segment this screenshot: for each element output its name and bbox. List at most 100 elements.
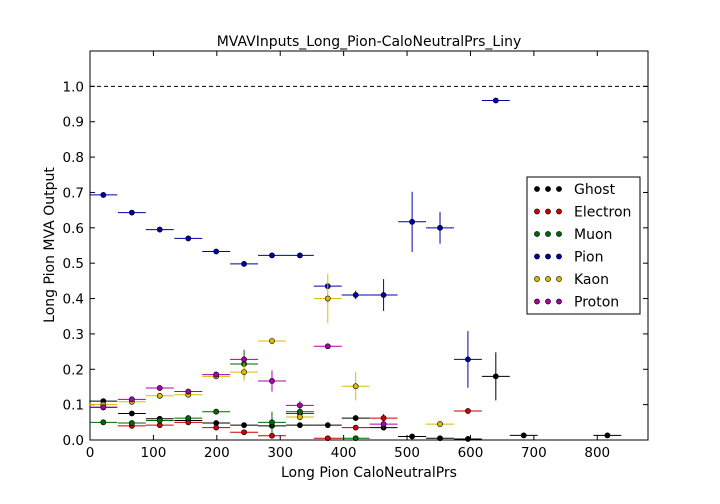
legend-marker — [534, 298, 540, 305]
legend-marker — [534, 231, 540, 237]
data-point — [241, 369, 247, 376]
data-point — [352, 292, 359, 298]
legend-label: Kaon — [574, 272, 609, 288]
data-point — [437, 435, 443, 442]
series-muon — [89, 349, 370, 442]
data-point — [465, 436, 471, 442]
x-tick-label: 600 — [458, 445, 484, 461]
data-point — [156, 417, 163, 424]
legend-marker — [545, 276, 551, 282]
x-axis-label: Long Pion CaloNeutralPrs — [281, 465, 457, 481]
y-tick-label: 0.9 — [63, 115, 84, 131]
legend-marker — [556, 186, 562, 192]
data-point — [185, 415, 192, 421]
data-point — [352, 435, 359, 442]
x-tick-label: 100 — [141, 445, 167, 461]
legend-label: Proton — [574, 295, 619, 311]
data-point — [100, 192, 107, 198]
data-point — [128, 410, 135, 417]
data-point — [241, 356, 247, 363]
legend-label: Electron — [574, 205, 631, 221]
data-point — [380, 415, 387, 421]
data-point — [241, 429, 247, 436]
x-tick-label: 400 — [331, 445, 357, 461]
x-tick-label: 200 — [204, 445, 230, 461]
data-point — [324, 295, 331, 302]
data-point — [156, 392, 163, 399]
data-point — [100, 404, 107, 411]
legend-marker — [545, 253, 551, 260]
data-point — [352, 424, 359, 431]
data-point — [380, 421, 387, 427]
data-point — [492, 373, 499, 380]
data-point — [296, 414, 303, 420]
data-point — [269, 338, 275, 344]
legend-marker — [556, 298, 562, 305]
data-point — [128, 209, 135, 216]
legend-marker — [545, 298, 551, 305]
legend-label: Pion — [574, 250, 603, 266]
legend-marker — [534, 208, 540, 215]
y-tick-label: 0.1 — [63, 398, 84, 414]
series-kaon — [89, 273, 454, 427]
legend: Ghost Electron Muon Pion Kaon Proton — [526, 176, 641, 315]
data-point — [437, 421, 443, 427]
legend-marker — [545, 231, 551, 237]
data-layer — [89, 97, 622, 442]
y-tick-label: 0.8 — [63, 150, 84, 166]
legend-marker — [534, 253, 540, 260]
data-point — [296, 422, 303, 429]
data-point — [324, 422, 331, 429]
x-tick-label: 500 — [394, 445, 420, 461]
data-point — [185, 235, 192, 242]
y-axis-label: Long Pion MVA Output — [42, 167, 58, 323]
data-point — [465, 408, 471, 414]
legend-box — [526, 176, 641, 315]
x-tick-label: 0 — [86, 445, 95, 461]
legend-marker — [556, 253, 562, 260]
y-tick-label: 0.0 — [63, 433, 84, 449]
y-tick-label: 0.7 — [63, 185, 84, 201]
data-point — [437, 224, 443, 231]
legend-label: Muon — [574, 227, 612, 243]
data-point — [409, 218, 416, 225]
data-point — [380, 292, 387, 298]
y-tick-label: 1.0 — [63, 79, 84, 95]
data-point — [492, 97, 499, 104]
data-point — [156, 385, 163, 391]
data-point — [352, 415, 359, 421]
data-point — [213, 408, 220, 415]
data-point — [409, 433, 416, 440]
data-point — [296, 402, 303, 409]
data-point — [269, 378, 275, 384]
y-tick-label: 0.6 — [63, 221, 84, 237]
data-point — [324, 435, 331, 442]
data-point — [324, 343, 331, 350]
data-point — [241, 260, 247, 267]
legend-marker — [545, 186, 551, 192]
data-point — [269, 252, 275, 259]
data-point — [269, 419, 275, 426]
y-tick-label: 0.4 — [63, 292, 84, 308]
x-tick-label: 800 — [584, 445, 610, 461]
series-proton — [89, 343, 398, 428]
x-tick-label: 700 — [521, 445, 547, 461]
data-point — [185, 388, 192, 395]
data-point — [465, 356, 471, 363]
y-tick-label: 0.5 — [63, 256, 84, 272]
data-point — [269, 432, 275, 439]
y-tick-label: 0.2 — [63, 362, 84, 378]
data-point — [520, 432, 527, 439]
y-tick-label: 0.3 — [63, 327, 84, 343]
legend-marker — [534, 186, 540, 192]
data-point — [241, 422, 247, 429]
series-pion — [89, 97, 510, 388]
legend-label: Ghost — [574, 182, 616, 198]
chart-title: MVAVInputs_Long_Pion-CaloNeutralPrs_Liny — [217, 34, 522, 50]
data-point — [156, 226, 163, 233]
data-point — [604, 432, 611, 439]
data-point — [213, 424, 220, 431]
data-point — [296, 252, 303, 259]
